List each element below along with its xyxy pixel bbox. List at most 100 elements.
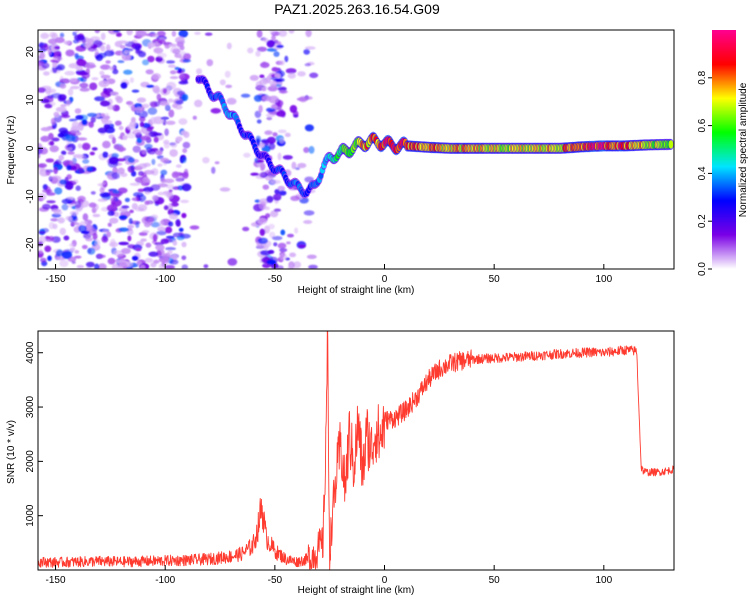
spectrogram-cell — [67, 151, 75, 155]
spectrogram-cell — [53, 166, 58, 175]
spectrogram-cell — [69, 77, 78, 83]
spectrogram-cell — [258, 202, 267, 210]
spectrogram-cell — [79, 82, 89, 89]
spectrogram-cell — [38, 248, 44, 254]
spectrogram-cell — [112, 190, 120, 194]
spectrogram-cell — [95, 54, 104, 61]
spectrogram-cell — [167, 98, 174, 103]
spectrogram-cell — [270, 103, 278, 110]
spectrogram-cell — [243, 152, 251, 158]
spectrogram-cell — [157, 191, 165, 196]
spectrogram-cell — [98, 80, 110, 88]
spectrogram-cell — [134, 44, 141, 51]
spectrogram-cell — [117, 262, 128, 269]
spectrogram-xlabel: Height of straight line (km) — [298, 285, 415, 296]
spectrogram-cell — [157, 163, 163, 167]
spectrogram-cell — [44, 103, 53, 109]
spectrogram-cell — [137, 204, 148, 212]
spectrogram-cell — [127, 235, 132, 242]
spectrogram-cell — [182, 58, 191, 63]
spectrogram-cell — [181, 93, 189, 102]
spectrogram-cell — [85, 261, 95, 268]
spectrogram-cell — [144, 143, 153, 149]
spectrogram-cell — [81, 119, 88, 126]
spectrogram-cell — [163, 178, 175, 184]
spectrogram-cell — [39, 193, 47, 201]
spectrogram-cell — [203, 264, 209, 269]
x-tick-label: -50 — [268, 575, 283, 586]
spectrogram-ylabel: Frequency (Hz) — [6, 116, 17, 185]
spectrogram-cell — [267, 249, 275, 254]
spectrogram-cell — [80, 220, 88, 225]
spectrogram-cell — [65, 49, 75, 57]
spectrogram-cell — [274, 189, 280, 195]
spectrogram-ridge-cell — [668, 140, 674, 149]
spectrogram-cell — [116, 147, 127, 152]
spectrogram-cell — [175, 164, 182, 168]
spectrogram-cell — [91, 147, 98, 151]
spectrogram-cell — [282, 155, 293, 160]
spectrogram-cell — [156, 250, 162, 258]
x-tick-label: -100 — [155, 274, 175, 285]
spectrogram-cell — [49, 140, 54, 146]
spectrogram-cell — [250, 172, 259, 176]
spectrogram-cell — [152, 239, 157, 244]
spectrogram-cell — [158, 263, 165, 269]
spectrogram-cell — [59, 83, 67, 89]
spectrogram-cell — [49, 145, 59, 153]
spectrogram-cell — [277, 265, 284, 269]
spectrogram-cell — [45, 87, 52, 95]
spectrogram-cell — [139, 121, 145, 128]
colorbar-scale — [712, 30, 736, 269]
spectrogram-cell — [167, 250, 173, 255]
spectrogram-cell — [150, 116, 158, 125]
spectrogram-cell — [99, 192, 111, 198]
spectrogram-cell — [225, 84, 233, 89]
spectrogram-cell — [277, 242, 287, 249]
spectrogram-cell — [103, 115, 111, 120]
spectrogram-cell — [306, 254, 317, 259]
spectrogram-cell — [52, 65, 58, 74]
spectrogram-cell — [151, 195, 159, 201]
spectrogram-x-axis: -150 -100 -50 0 50 100 — [46, 264, 613, 285]
spectrogram-cell — [86, 38, 94, 44]
spectrogram-cell — [266, 259, 277, 265]
spectrogram-cell — [124, 49, 130, 55]
spectrogram-cell — [303, 48, 311, 55]
spectrogram-cell — [97, 127, 108, 134]
spectrogram-cell — [108, 66, 115, 71]
spectrogram-cell — [224, 70, 231, 78]
spectrogram-cell — [77, 195, 86, 203]
spectrogram-cell — [144, 200, 150, 205]
spectrogram-noise-layer — [38, 30, 319, 269]
spectrogram-cell — [82, 159, 90, 164]
spectrogram-cell — [304, 46, 316, 50]
spectrogram-cell — [109, 241, 119, 248]
spectrogram-cell — [163, 139, 170, 145]
spectrogram-cell — [107, 222, 112, 227]
spectrogram-cell — [59, 227, 66, 236]
spectrogram-cell — [183, 53, 192, 61]
spectrogram-cell — [164, 265, 175, 269]
spectrogram-cell — [266, 48, 278, 52]
spectrogram-cell — [150, 262, 157, 268]
spectrogram-cell — [120, 82, 128, 89]
spectrogram-cell — [55, 249, 64, 258]
spectrogram-cell — [70, 85, 80, 90]
spectrogram-cell — [151, 158, 156, 165]
spectrogram-cell — [135, 221, 140, 228]
spectrogram-cell — [76, 59, 87, 67]
spectrogram-cell — [271, 236, 283, 241]
spectrogram-cell — [38, 230, 46, 235]
spectrogram-cell — [163, 205, 169, 211]
snr-line-layer — [38, 331, 674, 570]
spectrogram-cell — [169, 149, 178, 157]
spectrogram-cell — [44, 245, 52, 253]
spectrogram-cell — [117, 60, 125, 64]
spectrogram-cell — [55, 106, 67, 113]
spectrogram-cell — [44, 236, 51, 240]
spectrogram-cell — [270, 84, 277, 88]
spectrogram-cell — [136, 97, 147, 103]
spectrogram-cell — [171, 171, 180, 179]
